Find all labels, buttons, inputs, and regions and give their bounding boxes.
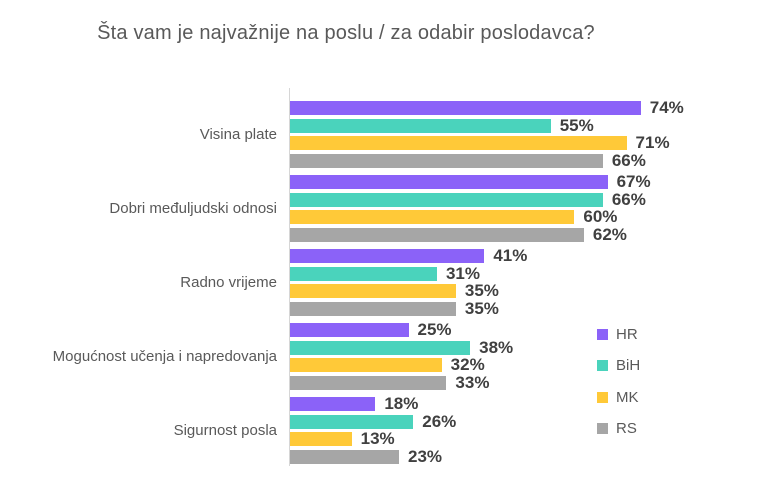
y-axis-line — [289, 88, 290, 466]
bar-hr — [290, 249, 485, 263]
bar-mk — [290, 210, 575, 224]
value-label: 26% — [422, 411, 457, 431]
value-label: 74% — [649, 98, 684, 117]
legend-item-bih: BiH — [597, 355, 640, 377]
value-label: 66% — [611, 189, 646, 209]
category-label: Radno vrijeme — [180, 273, 277, 291]
legend-swatch-rs — [597, 422, 608, 434]
value-label: 67% — [616, 172, 651, 191]
value-label: 33% — [455, 372, 490, 392]
bar-rs — [290, 449, 400, 464]
bar-bih — [290, 414, 414, 429]
legend-label: MK — [616, 388, 639, 406]
legend-swatch-bih — [597, 360, 608, 372]
bar-rs — [290, 153, 603, 168]
bar-hr — [290, 397, 376, 411]
category-label: Visina plate — [199, 125, 277, 143]
value-label: 13% — [360, 429, 395, 448]
legend-item-hr: HR — [597, 324, 638, 346]
value-label: 32% — [450, 355, 485, 374]
value-label: 35% — [464, 281, 499, 300]
bar-hr — [290, 175, 608, 189]
category-label: Mogućnost učenja i napredovanja — [52, 347, 277, 365]
value-label: 35% — [464, 298, 499, 318]
legend-label: HR — [616, 326, 638, 343]
bar-mk — [290, 136, 627, 150]
value-label: 60% — [583, 207, 618, 226]
bar-mk — [290, 358, 442, 372]
category-label: Dobri međuljudski odnosi — [109, 199, 277, 217]
value-label: 62% — [592, 224, 627, 244]
legend-label: BiH — [616, 357, 641, 375]
bar-hr — [290, 101, 641, 115]
bar-bih — [290, 340, 471, 355]
bar-mk — [290, 284, 456, 298]
bar-bih — [290, 266, 437, 281]
bar-rs — [290, 227, 584, 242]
bar-hr — [290, 323, 409, 337]
chart-title: Šta vam je najvažnije na poslu / za odab… — [97, 22, 595, 44]
legend-swatch-mk — [597, 391, 608, 403]
value-label: 18% — [384, 394, 419, 413]
value-label: 66% — [611, 150, 646, 170]
bar-bih — [290, 192, 603, 207]
value-label: 31% — [445, 263, 480, 283]
bar-bih — [290, 118, 551, 133]
bar-rs — [290, 375, 447, 390]
value-label: 38% — [479, 337, 514, 357]
legend-label: RS — [616, 419, 637, 437]
legend-item-mk: MK — [597, 386, 639, 408]
bar-mk — [290, 432, 352, 446]
category-label: Sigurnost posla — [173, 421, 277, 439]
value-label: 25% — [417, 320, 452, 339]
value-label: 71% — [635, 133, 670, 152]
legend-item-rs: RS — [597, 417, 637, 439]
value-label: 41% — [493, 246, 528, 265]
bar-rs — [290, 301, 456, 316]
value-label: 55% — [559, 115, 594, 135]
value-label: 23% — [408, 446, 443, 466]
legend-swatch-hr — [597, 329, 608, 340]
